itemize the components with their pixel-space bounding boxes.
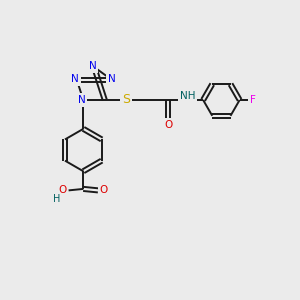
Text: O: O <box>58 185 66 195</box>
Text: H: H <box>52 194 60 204</box>
Text: O: O <box>100 185 108 195</box>
Text: N: N <box>107 74 115 84</box>
Text: NH: NH <box>180 91 195 101</box>
Text: S: S <box>122 94 130 106</box>
Text: N: N <box>78 95 86 105</box>
Text: O: O <box>164 120 172 130</box>
Text: N: N <box>71 74 79 84</box>
Text: N: N <box>89 61 97 71</box>
Text: F: F <box>250 95 256 105</box>
